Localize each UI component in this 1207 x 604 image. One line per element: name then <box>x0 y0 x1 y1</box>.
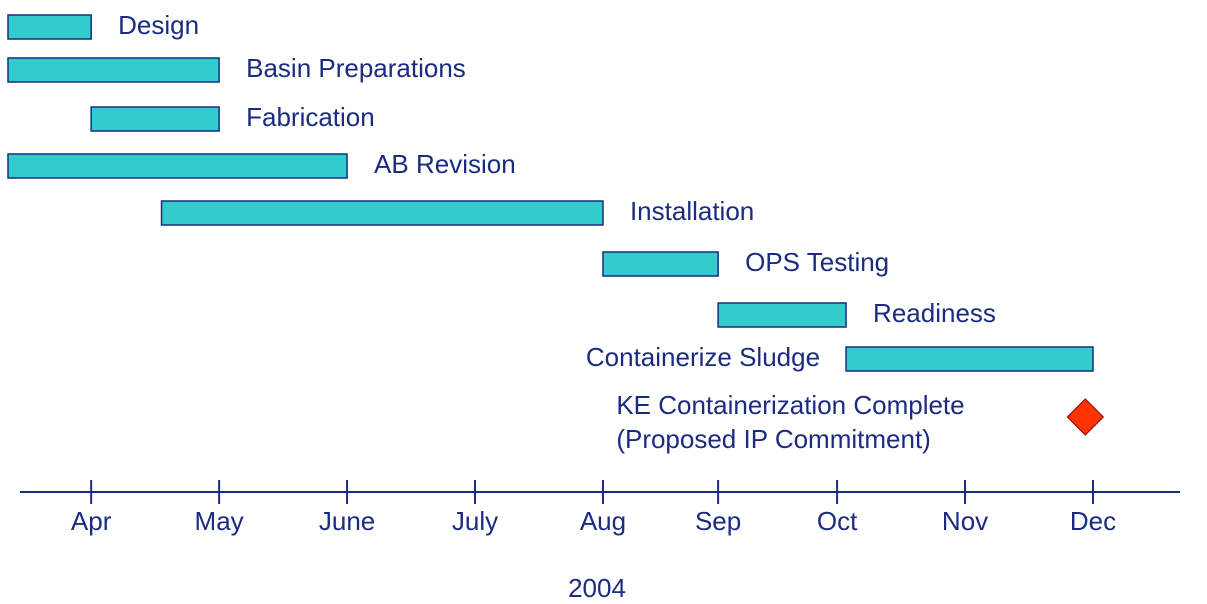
task-label: Basin Preparations <box>246 53 466 83</box>
task-label: Installation <box>630 196 754 226</box>
task-label: AB Revision <box>374 149 516 179</box>
task-bar <box>717 302 847 328</box>
task-bar <box>7 14 92 40</box>
x-tick-label: Nov <box>942 506 988 536</box>
x-tick-label: May <box>195 506 244 536</box>
milestone-label: (Proposed IP Commitment) <box>616 424 931 454</box>
task-bar <box>845 346 1094 372</box>
x-tick-label: Sep <box>695 506 741 536</box>
x-tick-label: Dec <box>1070 506 1116 536</box>
task-label: OPS Testing <box>745 247 889 277</box>
milestone-label: KE Containerization Complete <box>616 390 964 420</box>
task-label: Fabrication <box>246 102 375 132</box>
x-tick-label: July <box>452 506 498 536</box>
task-label: Containerize Sludge <box>586 342 820 372</box>
task-bar <box>7 153 348 179</box>
x-axis-label: 2004 <box>568 573 626 603</box>
milestone-marker <box>1066 398 1105 436</box>
task-bar <box>602 251 719 277</box>
x-tick-label: Oct <box>817 506 858 536</box>
task-label: Readiness <box>873 298 996 328</box>
x-tick-label: Aug <box>580 506 626 536</box>
task-bar <box>160 200 604 226</box>
task-label: Design <box>118 10 199 40</box>
x-tick-label: June <box>319 506 375 536</box>
task-bar <box>7 57 220 83</box>
x-tick-label: Apr <box>71 506 112 536</box>
task-bar <box>90 106 220 132</box>
